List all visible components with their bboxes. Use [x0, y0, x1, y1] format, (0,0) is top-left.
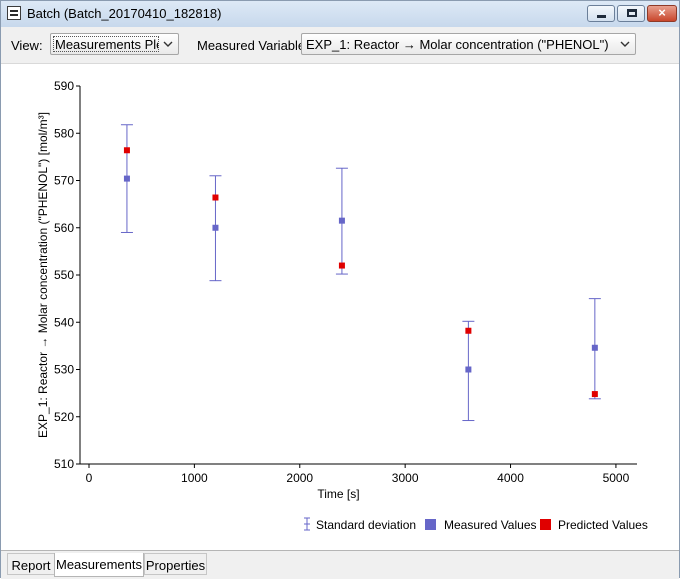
- measured-variable-select[interactable]: EXP_1: Reactor → Molar concentration ("P…: [301, 33, 636, 55]
- legend-item: Predicted Values: [540, 518, 648, 532]
- y-tick-label: 520: [54, 410, 74, 424]
- predicted-value-point: [123, 147, 130, 154]
- chevron-down-icon: [163, 41, 173, 47]
- y-tick-label: 560: [54, 221, 74, 235]
- legend-label: Measured Values: [444, 518, 537, 532]
- chevron-down-icon: [620, 41, 630, 47]
- y-tick-label: 510: [54, 457, 74, 471]
- predicted-value-point: [212, 194, 219, 201]
- measured-variable-value: EXP_1: Reactor → Molar concentration ("P…: [306, 37, 609, 52]
- measured-value-point: [591, 344, 598, 351]
- title-bar[interactable]: Batch (Batch_20170410_182818) ×: [1, 1, 679, 27]
- x-tick-label: 4000: [497, 471, 524, 485]
- x-axis-label: Time [s]: [317, 487, 359, 501]
- measured-value-point: [338, 217, 345, 224]
- legend-label: Predicted Values: [558, 518, 648, 532]
- predicted-value-point: [338, 262, 345, 269]
- x-tick-label: 5000: [603, 471, 630, 485]
- x-tick-label: 2000: [286, 471, 313, 485]
- bottom-tabs: Report Measurements Properties: [1, 550, 679, 579]
- legend-swatch: [540, 519, 551, 530]
- y-axis-label: EXP_1: Reactor → Molar concentration ("P…: [36, 112, 50, 438]
- minimize-button[interactable]: [587, 5, 615, 22]
- toolbar: View: Measurements Plot Measured Variabl…: [1, 27, 679, 64]
- minimize-icon: [597, 15, 606, 18]
- window-title: Batch (Batch_20170410_182818): [27, 6, 222, 21]
- batch-app-icon: [7, 6, 21, 20]
- y-tick-label: 590: [54, 79, 74, 93]
- measured-value-point: [212, 224, 219, 231]
- close-icon: ×: [658, 5, 666, 20]
- measurements-plot: 510 520 530 540 550 560 570 580 590 0 1000 2000 3000…: [1, 64, 679, 550]
- view-select[interactable]: Measurements Plot: [50, 33, 179, 55]
- y-tick-label: 530: [54, 363, 74, 377]
- chart-legend: Standard deviation Measured Values Predict…: [304, 517, 648, 532]
- x-tick-label: 0: [86, 471, 93, 485]
- legend-swatch: [425, 519, 436, 530]
- y-tick-label: 550: [54, 268, 74, 282]
- close-button[interactable]: ×: [647, 5, 677, 22]
- x-tick-label: 1000: [181, 471, 208, 485]
- measured-value-point: [123, 175, 130, 182]
- predicted-value-point: [591, 391, 598, 398]
- x-tick-label: 3000: [392, 471, 419, 485]
- measurements-chart: 510 520 530 540 550 560 570 580 590 0 1000 2000 3000…: [36, 79, 648, 532]
- y-tick-label: 540: [54, 315, 74, 329]
- maximize-icon: [627, 9, 637, 17]
- legend-item: Measured Values: [425, 518, 537, 532]
- measured-variable-label: Measured Variable:: [197, 38, 309, 53]
- legend-label: Standard deviation: [316, 518, 416, 532]
- tab-properties[interactable]: Properties: [144, 553, 207, 575]
- view-label: View:: [11, 38, 43, 53]
- maximize-button[interactable]: [617, 5, 645, 22]
- legend-item: Standard deviation: [304, 517, 416, 532]
- y-tick-label: 570: [54, 174, 74, 188]
- measured-value-point: [465, 366, 472, 373]
- view-select-value: Measurements Plot: [55, 37, 158, 52]
- tab-measurements[interactable]: Measurements: [54, 553, 144, 577]
- predicted-value-point: [465, 327, 472, 334]
- y-tick-label: 580: [54, 126, 74, 140]
- tab-report[interactable]: Report: [7, 553, 55, 575]
